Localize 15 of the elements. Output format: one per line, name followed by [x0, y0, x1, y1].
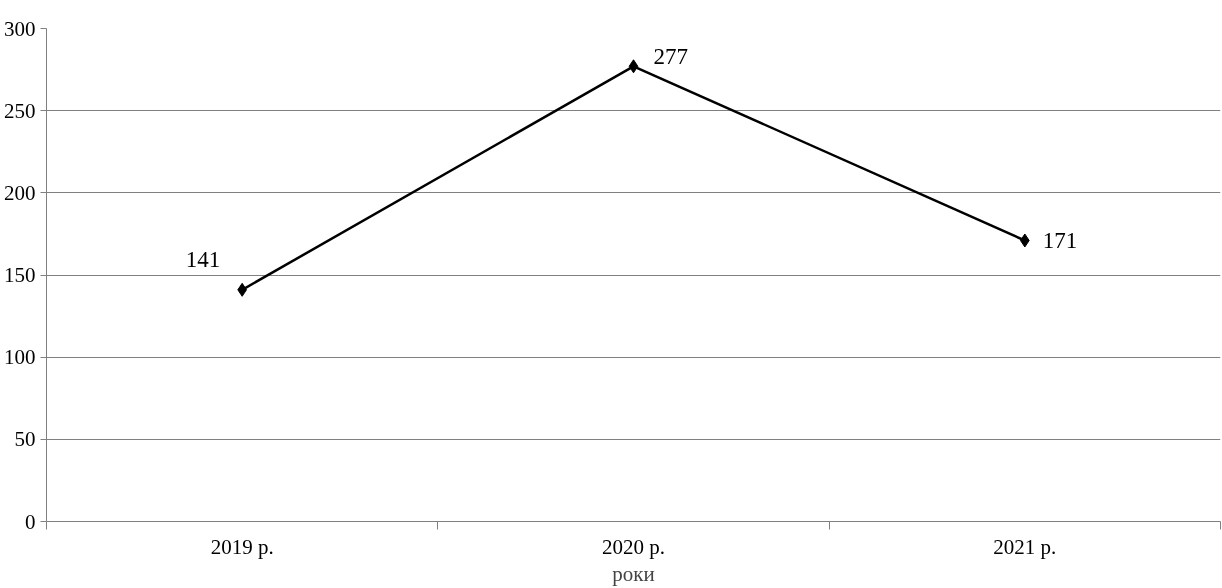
- data-label: 277: [653, 43, 688, 69]
- y-tick-label: 100: [4, 345, 36, 370]
- y-tick-label: 50: [14, 427, 36, 452]
- y-tick-label: 0: [25, 509, 36, 534]
- point: [628, 59, 639, 74]
- data-label: 171: [1042, 227, 1078, 253]
- y-tick-label: 200: [4, 180, 36, 205]
- y-tick-label: 150: [4, 263, 36, 287]
- y-tick-label: 250: [4, 98, 36, 123]
- x-tick-label: 2020 р.: [602, 534, 665, 559]
- y-tick-label: 300: [4, 16, 36, 41]
- x-axis-title: роки: [612, 561, 655, 586]
- x-tick-label: 2019 р.: [210, 534, 274, 559]
- x-tick-label: 2021 р.: [993, 534, 1057, 559]
- data-label: 141: [185, 247, 221, 273]
